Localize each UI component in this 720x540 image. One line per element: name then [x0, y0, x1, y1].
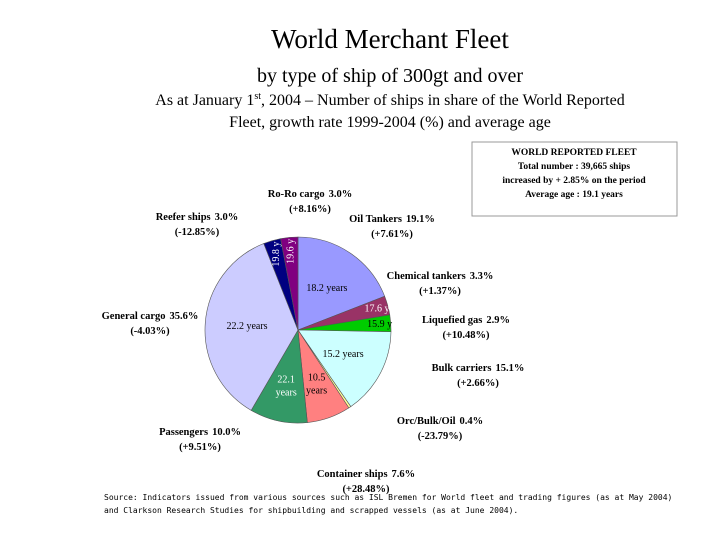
growth-label: (+2.66%) — [457, 378, 499, 389]
slice-label: Oil Tankers 19.1% — [349, 214, 435, 225]
value-label: 3.3% — [470, 271, 494, 282]
growth-label: (+10.48%) — [442, 330, 490, 341]
description: Fleet, growth rate 1999-2004 (%) and ave… — [229, 114, 551, 131]
value-label: 3.0% — [215, 212, 239, 223]
category-name: Reefer ships — [156, 212, 211, 223]
age-text: 19.8 y — [271, 242, 282, 267]
age-text: 22.2 years — [226, 321, 267, 332]
value-label: 10.0% — [212, 427, 241, 438]
age-text: years — [306, 386, 327, 397]
title: World Merchant Fleet — [271, 24, 509, 54]
value-label: 19.1% — [406, 214, 435, 225]
age-label: 22.2 years — [226, 321, 267, 332]
pie-slice — [297, 236, 386, 331]
superscript: st — [254, 91, 261, 102]
age-label: 15.9 y — [367, 319, 392, 330]
description: As at January 1st, 2004 – Number of ship… — [155, 91, 624, 109]
summary-line: Average age : 19.1 years — [525, 190, 623, 200]
slice-label: Liquefied gas 2.9% — [422, 315, 510, 326]
category-name: Ro-Ro cargo — [268, 189, 325, 200]
age-text: 15.2 years — [322, 349, 363, 360]
slice-label: Orc/Bulk/Oil 0.4% — [397, 416, 483, 427]
age-text: years — [276, 388, 297, 399]
growth-label: (-12.85%) — [175, 227, 220, 238]
growth-label: (+1.37%) — [419, 286, 461, 297]
age-label: 15.2 years — [322, 349, 363, 360]
growth-label: (+9.51%) — [179, 442, 221, 453]
category-name: Oil Tankers — [349, 214, 402, 225]
pie-slice — [280, 236, 299, 331]
slice-label: Passengers 10.0% — [159, 427, 241, 438]
category-name: General cargo — [102, 311, 166, 322]
value-label: 15.1% — [495, 363, 524, 374]
growth-label: (+28.48%) — [342, 484, 390, 495]
description-text: , 2004 – Number of ships in share of the… — [261, 92, 625, 109]
subtitle: by type of ship of 300gt and over — [257, 65, 523, 87]
summary-line: Total number : 39,665 ships — [518, 162, 630, 172]
summary-line: WORLD REPORTED FLEET — [511, 148, 637, 158]
age-label: 17.6 y — [364, 303, 389, 314]
age-text: 17.6 y — [364, 303, 389, 314]
slice-label: Container ships 7.6% — [317, 469, 415, 480]
age-label: 19.6 y — [286, 239, 297, 264]
category-name: Chemical tankers — [387, 271, 466, 282]
pie-slice — [297, 329, 392, 408]
value-label: 7.6% — [392, 469, 416, 480]
age-text: 15.9 y — [367, 319, 392, 330]
slice-label: Reefer ships 3.0% — [156, 212, 239, 223]
growth-label: (+7.61%) — [371, 229, 413, 240]
age-text: 22.1 — [277, 375, 295, 386]
category-name: Bulk carriers — [432, 363, 492, 374]
description-text: As at January 1 — [155, 92, 254, 109]
age-label: 10.5 years — [306, 373, 327, 397]
category-name: Liquefied gas — [422, 315, 482, 326]
source-line: and Clarkson Research Studies for shipbu… — [104, 506, 518, 515]
value-label: 3.0% — [329, 189, 353, 200]
growth-label: (+8.16%) — [289, 204, 331, 215]
category-name: Orc/Bulk/Oil — [397, 416, 456, 427]
age-label: 22.1 years — [276, 375, 297, 399]
age-text: 10.5 — [308, 373, 326, 384]
age-label: 19.8 y — [271, 242, 282, 267]
category-name: Container ships — [317, 469, 388, 480]
age-text: 19.6 y — [286, 239, 297, 264]
value-label: 2.9% — [486, 315, 510, 326]
source-line: Source: Indicators issued from various s… — [104, 493, 672, 502]
slice-label: Bulk carriers 15.1% — [432, 363, 525, 374]
summary-line: increased by + 2.85% on the period — [502, 176, 646, 186]
value-label: 0.4% — [460, 416, 484, 427]
age-text: 18.2 years — [306, 283, 347, 294]
category-name: Passengers — [159, 427, 208, 438]
pie-slice — [204, 243, 299, 411]
slice-label: Ro-Ro cargo 3.0% — [268, 189, 352, 200]
growth-label: (-23.79%) — [418, 431, 463, 442]
value-label: 35.6% — [169, 311, 198, 322]
slice-label: General cargo 35.6% — [102, 311, 199, 322]
slice-label: Chemical tankers 3.3% — [387, 271, 494, 282]
age-label: 18.2 years — [306, 283, 347, 294]
summary-box — [471, 141, 678, 217]
growth-label: (-4.03%) — [130, 326, 170, 337]
